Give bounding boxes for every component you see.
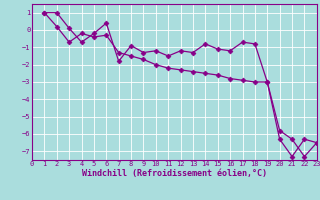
X-axis label: Windchill (Refroidissement éolien,°C): Windchill (Refroidissement éolien,°C) (82, 169, 267, 178)
